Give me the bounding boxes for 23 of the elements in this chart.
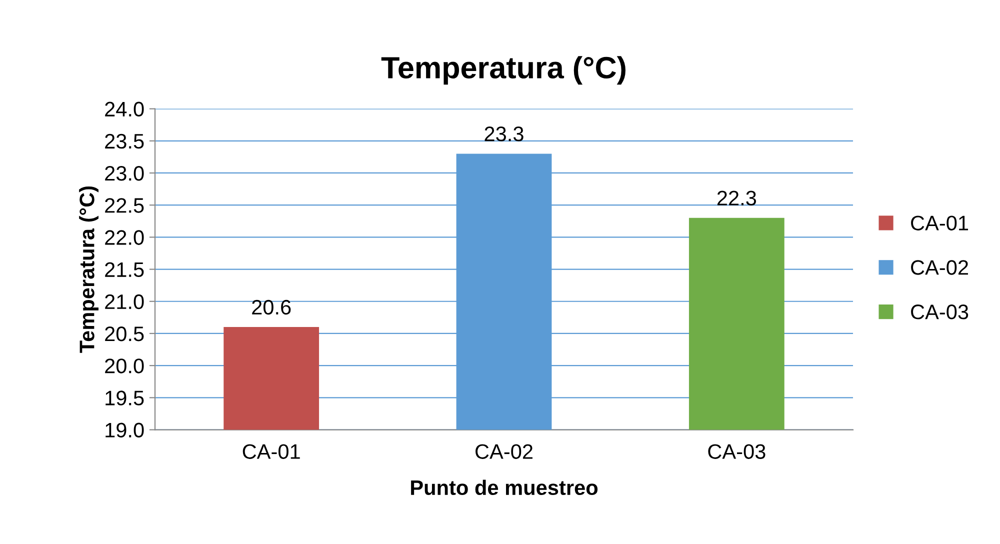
data-label: 20.6 bbox=[252, 300, 291, 315]
y-tick-label: 23.5 bbox=[105, 134, 144, 149]
y-tick-label: 23.0 bbox=[105, 166, 144, 181]
y-tick-label: 21.5 bbox=[105, 262, 144, 278]
y-tick-label: 19.0 bbox=[106, 422, 144, 438]
y-tick-label: 22.5 bbox=[105, 198, 144, 213]
legend-label: CA-03 bbox=[911, 304, 968, 320]
y-tick-label: 20.5 bbox=[105, 326, 144, 342]
y-tick-label: 21.0 bbox=[105, 294, 144, 310]
y-tick-label: 20.0 bbox=[105, 358, 144, 374]
x-tick-label: CA-01 bbox=[242, 444, 300, 459]
y-tick-label: 22.0 bbox=[105, 230, 144, 245]
data-label: 22.3 bbox=[717, 190, 756, 206]
x-tick-label: CA-02 bbox=[476, 444, 532, 459]
data-label: 23.3 bbox=[484, 126, 524, 142]
y-tick-label: 24.0 bbox=[105, 102, 144, 117]
chart-title: Temperatura (°C) bbox=[381, 56, 626, 85]
legend-label: CA-01 bbox=[911, 216, 968, 230]
y-axis-title: Temperatura (°C) bbox=[79, 186, 98, 353]
y-tick-label: 19.5 bbox=[106, 390, 144, 406]
x-axis-title: Punto de muestreo bbox=[411, 480, 598, 496]
legend-label: CA-02 bbox=[911, 260, 968, 275]
x-tick-label: CA-03 bbox=[708, 444, 766, 459]
